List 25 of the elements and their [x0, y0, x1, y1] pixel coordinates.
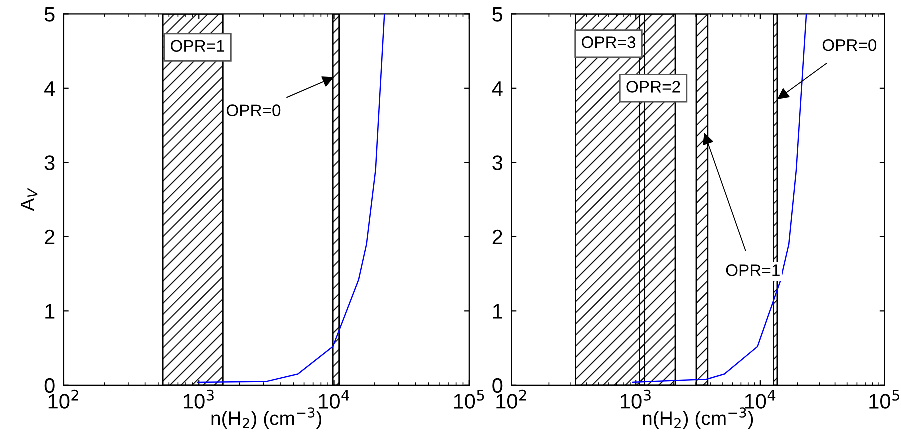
- y-tick-label: 3: [44, 156, 55, 170]
- y-tick-label: 5: [492, 7, 503, 22]
- x-tick-label: 10$^{4}$: [745, 390, 776, 409]
- x-axis-title: n(H$_{2}$) (cm$^{−3}$): [643, 408, 754, 430]
- x-tick-label: 10$^{3}$: [184, 390, 214, 409]
- y-tick-label: 2: [45, 230, 55, 244]
- annotation: OPR=0: [822, 39, 877, 52]
- y-tick-label: 3: [492, 156, 503, 170]
- annotation: OPR=0: [226, 104, 281, 116]
- x-tick-label: 10$^{5}$: [454, 390, 484, 409]
- annotation: OPR=3: [582, 36, 636, 48]
- annotation: OPR=1: [171, 40, 225, 52]
- annotation: OPR=2: [626, 81, 680, 93]
- x-tick-label: 10$^{4}$: [319, 390, 350, 409]
- x-tick-label: 10$^{5}$: [870, 390, 900, 409]
- y-axis-title: A$_{V}$: [21, 188, 38, 212]
- y-tick-label: 4: [492, 82, 503, 96]
- y-tick-label: 1: [493, 304, 502, 319]
- x-axis-title: n(H$_{2}$) (cm$^{−3}$): [212, 408, 322, 430]
- y-tick-label: 1: [46, 304, 55, 319]
- y-tick-label: 2: [492, 230, 502, 244]
- annotation: OPR=1: [726, 264, 780, 276]
- x-tick-label: 10$^{3}$: [621, 390, 651, 409]
- y-tick-label: 4: [44, 82, 56, 96]
- y-tick-label: 5: [44, 7, 55, 22]
